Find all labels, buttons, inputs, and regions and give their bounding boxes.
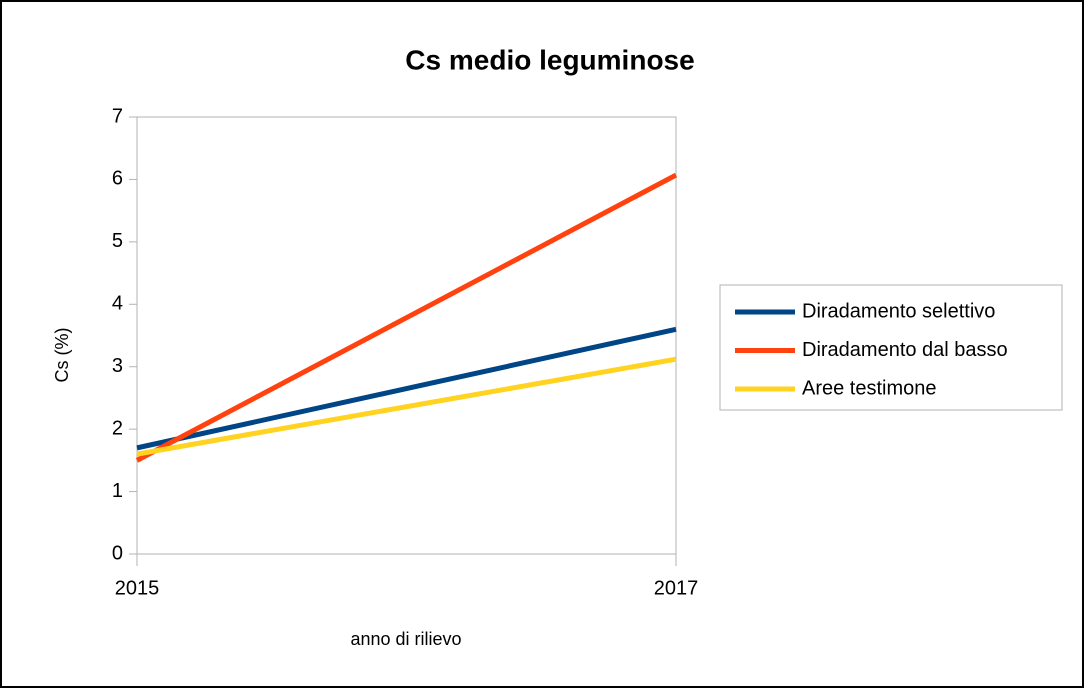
legend-label: Diradamento dal basso xyxy=(802,339,1008,361)
y-tick-label: 6 xyxy=(112,168,123,190)
y-tick-label: 4 xyxy=(112,293,123,315)
y-axis-label: Cs (%) xyxy=(52,328,72,383)
legend-label: Aree testimone xyxy=(802,377,937,399)
y-tick-label: 0 xyxy=(112,542,123,564)
x-tick-label: 2015 xyxy=(115,577,160,599)
series-line xyxy=(136,356,677,457)
x-tick-label: 2017 xyxy=(654,577,699,599)
legend-label: Diradamento selettivo xyxy=(802,300,995,322)
plot-area xyxy=(136,116,677,555)
y-tick-label: 5 xyxy=(112,230,123,252)
y-tick-label: 3 xyxy=(112,355,123,377)
series-line xyxy=(135,172,678,463)
y-tick-label: 7 xyxy=(112,105,123,127)
x-axis-label: anno di rilievo xyxy=(350,629,461,649)
chart-title: Cs medio leguminose xyxy=(405,44,694,75)
y-tick-label: 1 xyxy=(112,480,123,502)
y-tick-label: 2 xyxy=(112,417,123,439)
series-line xyxy=(136,326,677,451)
